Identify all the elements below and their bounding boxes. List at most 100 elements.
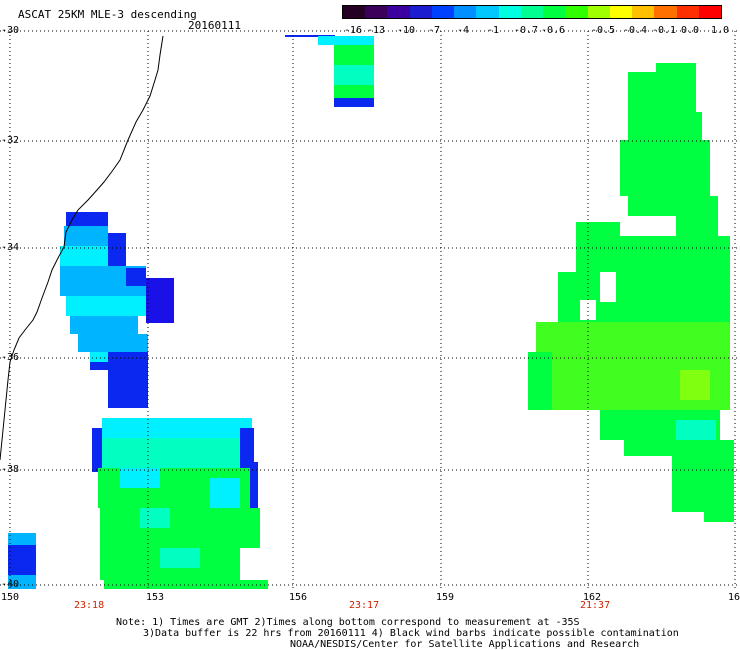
lat-label: -38 [1,464,20,475]
colorbar-swatch [343,6,366,18]
colorbar-label: -4 [457,25,470,36]
swath-cell [620,140,710,196]
wind-swaths [8,35,734,589]
map-title: ASCAT 25KM MLE-3 descending [18,8,197,21]
colorbar-swatch [431,6,455,18]
swath-cell [624,440,734,456]
swath-cell [704,512,734,522]
swath-cell [78,334,148,352]
swath-cell [285,35,335,37]
colorbar-swatch [698,6,721,18]
swath-cell [334,65,374,85]
colorbar-label: -0.5 [591,25,616,36]
note-line-3: NOAA/NESDIS/Center for Satellite Applica… [290,639,640,650]
lon-label: 162 [583,592,602,603]
swath-cell [334,45,374,65]
swath-cell [210,478,240,508]
colorbar-swatch [565,6,588,18]
swath-cell [8,545,36,575]
colorbar-swatch [632,6,655,18]
lon-label: 150 [1,592,20,603]
colorbar-label: 0.0 [681,25,700,36]
swath-cell [160,548,200,568]
swath-cell [528,352,552,410]
colorbar-swatch [476,6,499,18]
swath-cell [108,370,148,408]
map-date: 20160111 [188,19,241,32]
colorbar-label: -16 [344,25,363,36]
coastline [0,35,164,461]
swath-cell [140,508,170,528]
swath-cell [628,72,696,112]
lon-label: 153 [146,592,165,603]
colorbar-label: -10 [397,25,416,36]
colorbar-swatch [498,6,521,18]
lat-label: -34 [1,242,20,253]
colorbar-swatch [409,6,432,18]
grid-lines [0,30,740,590]
lat-label: -40 [1,579,20,590]
colorbar-swatch [365,6,388,18]
colorbar-label: -13 [367,25,386,36]
colorbar-label: -0.4 [623,25,648,36]
swath-cell [576,222,620,272]
time-label-3: 21:37 [580,600,611,611]
swath-cell [680,370,710,400]
swath-cell [334,85,374,98]
lat-label: -32 [1,135,20,146]
colorbar-label: -0.7 [514,25,539,36]
colorbar-swatch [520,6,544,18]
swath-cell [600,272,616,302]
swath-cell [536,322,730,362]
note-line-2: 3)Data buffer is 22 hrs from 20160111 4)… [143,628,679,639]
colorbar-label: -0.1 [652,25,677,36]
lat-label: -36 [1,352,20,363]
swath-cell [628,196,718,216]
swath-cell [90,352,108,362]
colorbar-label: -0.6 [541,25,566,36]
colorbar-label: -1 [487,25,500,36]
swath-cell [108,233,126,268]
swath-cell [250,462,258,512]
swath-cell [710,198,718,208]
colorbar-swatch [609,6,633,18]
swath-cell [64,226,108,246]
swath-cell [656,63,696,75]
colorbar-label: -7 [428,25,441,36]
colorbar-swatch [454,6,477,18]
swath-cell [580,300,596,320]
swath-cell [672,456,734,512]
colorbar-swatch [654,6,677,18]
swath-cell [100,508,260,548]
swath-cell [126,268,146,286]
swath-cell [66,296,146,316]
swath-cell [66,212,108,226]
time-label-1: 23:18 [74,600,105,611]
swath-cell [628,112,702,140]
colorbar-swatch [543,6,566,18]
swath-cell [676,420,716,440]
time-label-2: 23:17 [349,600,380,611]
swath-cell [676,216,718,236]
swath-cell [120,468,160,488]
swath-cell [70,316,138,334]
colorbar [342,5,722,19]
swath-cell [334,98,374,107]
colorbar-label: 1.0 [711,25,730,36]
colorbar-swatch [676,6,699,18]
note-line-1: Note: 1) Times are GMT 2)Times along bot… [116,617,580,628]
swath-cell [620,236,730,272]
lat-label: -30 [1,25,20,36]
lon-label: 165 [728,592,740,603]
swath-cell [92,428,102,472]
swath-cell [102,438,240,468]
colorbar-swatch [387,6,410,18]
swath-cell [104,580,268,589]
swath-cell [146,278,174,323]
lon-label: 159 [436,592,455,603]
swath-cell [318,36,374,45]
swath-cell [102,418,252,438]
lon-label: 156 [289,592,308,603]
colorbar-swatch [587,6,610,18]
